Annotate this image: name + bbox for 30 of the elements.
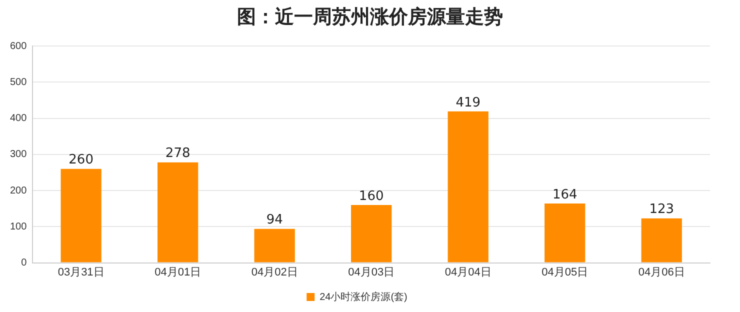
bar (448, 111, 488, 262)
data-label: 160 (358, 188, 384, 204)
y-tick-label: 600 (10, 40, 28, 52)
y-tick-label: 400 (10, 113, 28, 124)
x-tick-label: 04月02日 (251, 266, 298, 278)
x-tick-label: 03月31日 (58, 266, 104, 278)
y-tick-label: 300 (10, 149, 28, 160)
bar (254, 228, 295, 262)
legend-label: 24小时涨价房源(套) (320, 290, 408, 303)
chart-title: 图：近一周苏州涨价房源量走势 (236, 5, 504, 30)
y-tick-label: 0 (21, 258, 28, 269)
x-tick-label: 04月01日 (154, 266, 202, 278)
bar (158, 162, 198, 262)
x-tick-label: 04月03日 (348, 266, 395, 278)
x-tick-label: 04月04日 (444, 266, 492, 278)
y-tick-label: 200 (10, 185, 28, 196)
x-tick-label: 04月05日 (542, 266, 588, 278)
data-label: 94 (266, 212, 283, 228)
data-label: 419 (456, 95, 481, 110)
data-label: 278 (165, 146, 190, 162)
bar (351, 204, 392, 262)
bar (544, 204, 586, 262)
y-tick-label: 100 (10, 221, 28, 232)
bar (60, 168, 102, 262)
data-label: 164 (552, 187, 578, 202)
data-label: 260 (68, 152, 94, 168)
x-tick-label: 04月06日 (638, 266, 685, 278)
bar (641, 218, 682, 262)
data-label: 123 (649, 202, 674, 218)
y-tick-label: 500 (10, 76, 28, 88)
